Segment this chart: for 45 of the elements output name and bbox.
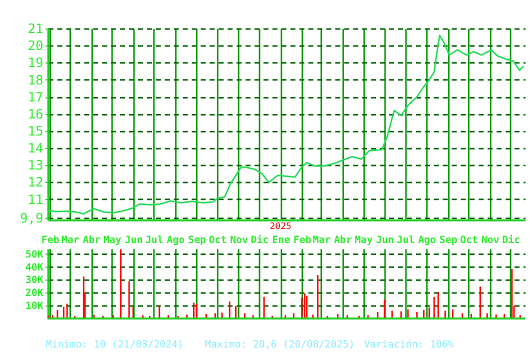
x-tick-label: Dic <box>250 234 269 246</box>
x-tick-label: Ago <box>418 235 436 246</box>
x-tick-label: Oct <box>460 235 478 246</box>
text: Minimo: 10 (21/03/2024) <box>46 339 184 350</box>
y-tick-label: 18 <box>28 73 44 88</box>
y-tick-label: 10K <box>25 301 44 312</box>
x-tick-label: Abr <box>82 235 101 246</box>
x-tick-label: Jun <box>376 235 394 246</box>
y-tick-label: 16 <box>28 107 44 122</box>
y-tick-label: 50K <box>25 249 44 260</box>
x-tick-label: Dic <box>502 234 520 246</box>
text: Maximo: 20,6 (20/08/2025) <box>204 339 355 350</box>
y-tick-label: 11 <box>28 192 44 208</box>
x-tick-label: Abr <box>334 235 352 246</box>
x-tick-label: Nov <box>230 235 248 246</box>
x-tick-label: May <box>103 235 122 246</box>
y-tick-label: 15 <box>28 124 44 140</box>
y-tick-label: 21 <box>28 22 44 38</box>
y-tick-label: 12 <box>28 176 44 191</box>
y-tick-label: 19 <box>28 56 44 72</box>
y-tick-label: 20 <box>28 39 44 54</box>
x-tick-label: Nov <box>481 235 500 246</box>
x-tick-label: Jun <box>124 235 143 246</box>
x-tick-label: Ago <box>166 235 185 246</box>
y-tick-label: 17 <box>28 90 44 106</box>
x-tick-label: Sep <box>188 235 206 246</box>
x-tick-label: Ene <box>272 235 290 246</box>
x-tick-label: Feb <box>293 235 312 246</box>
text: Variación: 106% <box>364 339 454 350</box>
line-series <box>47 34 524 215</box>
y-tick-label: 9,9 <box>20 212 44 227</box>
x-tick-label: Oct <box>208 235 227 246</box>
y-tick-label: 20K <box>25 288 44 300</box>
x-tick-label: Mar <box>61 235 80 246</box>
x-tick-label: Sep <box>439 235 458 246</box>
y-tick-label: 13 <box>28 158 44 174</box>
text: 2025 <box>270 222 292 232</box>
x-tick-label: Jul <box>396 235 415 246</box>
y-tick-label: 14 <box>28 142 44 157</box>
y-tick-label: 30K <box>25 275 44 286</box>
x-tick-label: Feb <box>41 235 60 246</box>
x-tick-label: Mar <box>312 235 331 246</box>
x-tick-label: Jul <box>145 235 164 246</box>
y-tick-label: 40K <box>25 262 44 274</box>
x-tick-label: May <box>354 235 373 246</box>
